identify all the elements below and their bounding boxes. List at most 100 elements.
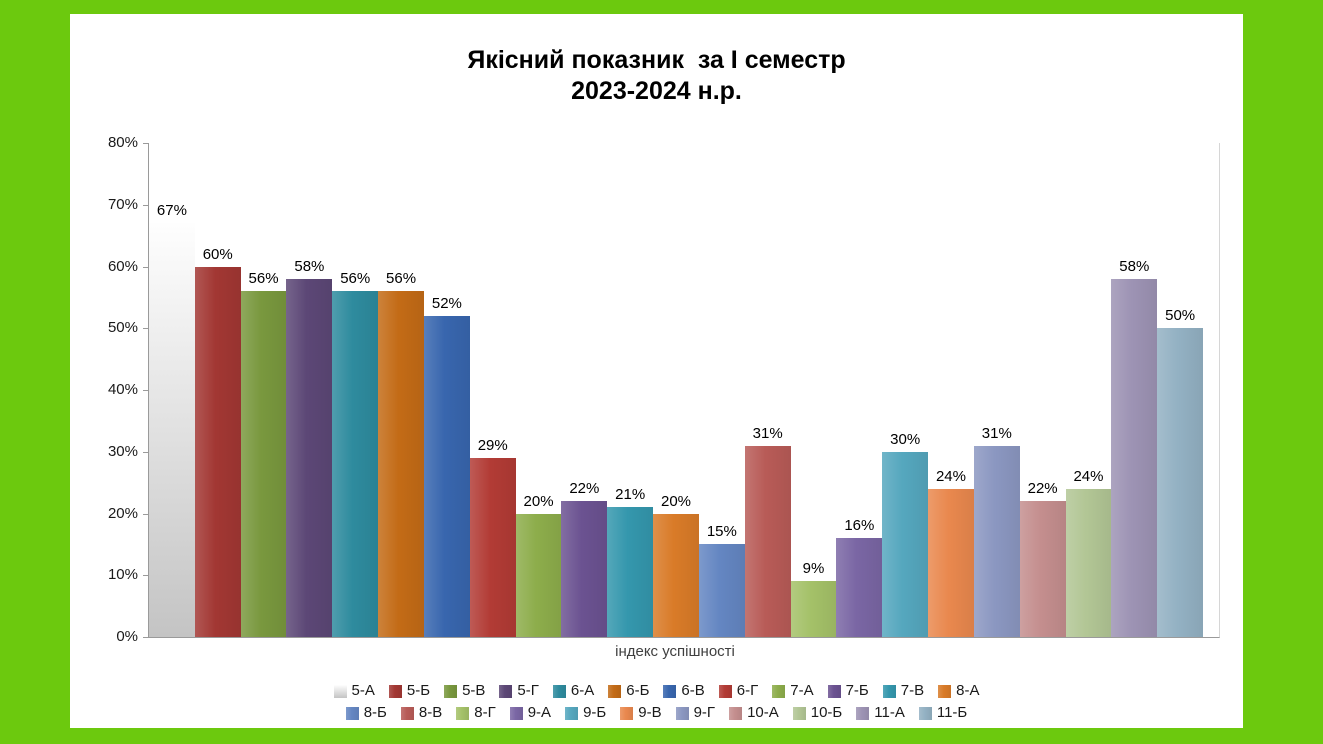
legend-item: 8-Б: [345, 704, 387, 722]
legend-label: 10-Б: [810, 704, 843, 721]
bar-value-label: 56%: [248, 270, 279, 288]
legend-label: 8-В: [418, 704, 443, 721]
bar-value-label: 31%: [752, 424, 783, 442]
bar-value-label: 20%: [661, 492, 692, 510]
legend-swatch: [552, 684, 566, 698]
legend-row: 8-Б 8-В 8-Г 9-А 9-Б 9-В 9-Г 10-А 10-Б 11-А 11-Б: [70, 702, 1243, 724]
legend-swatch: [938, 684, 952, 698]
legend-swatch: [608, 684, 622, 698]
bar-value-label: 60%: [202, 245, 233, 263]
legend-item: 7-Б: [827, 682, 869, 700]
y-axis-tick-mark: [143, 390, 148, 391]
y-axis-tick-mark: [143, 328, 148, 330]
legend-row: 5-А 5-Б 5-В 5-Г 6-А 6-Б 6-В 6-Г 7-А 7-Б 7-В 8-А: [70, 680, 1243, 702]
legend-swatch: [333, 684, 347, 698]
legend-label: 6-В: [681, 682, 705, 699]
legend-swatch: [772, 684, 786, 698]
bar-slot: 60%: [194, 143, 241, 637]
y-axis-tick-mark: [143, 266, 148, 268]
bar-value-label: 22%: [1027, 480, 1058, 498]
legend-item: 9-Б: [565, 704, 606, 722]
bar-value-label: 21%: [615, 486, 646, 504]
bar-value-label: 52%: [431, 294, 462, 312]
y-axis-tick-label: 20%: [107, 504, 138, 522]
legend-label: 7-А: [790, 682, 814, 699]
legend-swatch: [718, 684, 732, 698]
bar-slot: 24%: [1065, 143, 1112, 637]
bar: [1157, 328, 1204, 637]
bar: [882, 451, 929, 637]
bar: [194, 266, 241, 637]
y-axis-tick-mark: [143, 451, 148, 453]
legend-label: 6-Б: [626, 682, 650, 699]
bar-slot: 56%: [240, 143, 287, 637]
legend-swatch: [345, 706, 359, 720]
legend-label: 5-Б: [406, 682, 431, 699]
y-axis-tick-mark: [143, 513, 148, 515]
bar: [149, 223, 195, 637]
chart-title-line1: Якісний показник за І семестр: [467, 46, 846, 74]
legend-label: 9-Г: [693, 704, 716, 721]
y-axis-tick-label: 50%: [107, 319, 138, 337]
legend-item: 11-А: [856, 704, 905, 722]
bar-slot: 24%: [928, 143, 974, 637]
bar-slot: 16%: [836, 143, 883, 637]
legend-label: 9-А: [527, 704, 552, 721]
legend-item: 9-Г: [675, 704, 716, 722]
chart-title-line2: 2023-2024 н.р.: [571, 77, 742, 105]
legend-swatch: [729, 706, 743, 720]
y-axis-tick-label: 10%: [107, 566, 138, 584]
bar-slot: 29%: [469, 143, 516, 637]
y-axis-tick-mark: [143, 637, 148, 638]
legend-label: 8-А: [956, 682, 980, 699]
y-axis-tick-label: 40%: [107, 381, 138, 398]
bar: [332, 291, 379, 637]
legend-item: 6-Б: [608, 682, 649, 700]
bar-slot: 22%: [561, 143, 608, 637]
legend-label: 11-А: [874, 704, 905, 721]
plot-area: 67% 60% 56% 58% 56% 56% 52% 29% 20% 22% 21% 20% 15% 3…: [148, 143, 1220, 638]
legend-item: 5-Г: [499, 682, 539, 700]
x-axis-title: індекс успішності: [615, 643, 735, 660]
y-axis-tick-label: 60%: [107, 257, 138, 275]
legend-item: 8-В: [400, 704, 443, 722]
legend-swatch: [565, 706, 579, 720]
legend-item: 8-А: [938, 682, 979, 700]
bar-value-label: 50%: [1165, 307, 1196, 325]
bar-value-label: 58%: [1119, 257, 1150, 275]
legend-label: 5-А: [351, 682, 375, 699]
legend-item: 5-Б: [388, 682, 431, 700]
bar: [973, 445, 1020, 637]
y-axis-tick-mark: [143, 204, 148, 206]
legend-swatch: [400, 706, 414, 720]
bar: [561, 501, 608, 637]
legend-label: 7-В: [900, 682, 925, 699]
legend-swatch: [509, 706, 523, 720]
bar: [653, 513, 699, 637]
legend-swatch: [675, 706, 689, 720]
bar: [744, 445, 791, 637]
bar-value-label: 24%: [935, 467, 966, 485]
y-axis-tick-label: 70%: [107, 195, 138, 213]
legend-item: 10-Б: [792, 704, 843, 722]
legend-item: 10-А: [729, 704, 779, 722]
legend-item: 5-А: [333, 682, 375, 700]
legend-label: 7-Б: [845, 682, 869, 699]
legend-swatch: [792, 706, 806, 720]
legend-label: 9-В: [638, 704, 662, 721]
y-axis-tick-mark: [143, 575, 148, 577]
bar-value-label: 58%: [294, 257, 325, 275]
bar-value-label: 67%: [156, 202, 187, 220]
bar-slot: 20%: [515, 143, 562, 637]
bar-value-label: 30%: [890, 430, 921, 448]
legend-item: 5-В: [444, 682, 485, 700]
bar-slot: 50%: [1157, 143, 1204, 637]
bar: [423, 315, 470, 637]
bar: [790, 581, 837, 637]
bar: [928, 488, 974, 637]
legend-swatch: [918, 706, 932, 720]
bar-slot: 9%: [790, 143, 837, 637]
legend-swatch: [620, 706, 634, 720]
legend-swatch: [456, 706, 470, 720]
legend-item: 7-А: [772, 682, 814, 700]
